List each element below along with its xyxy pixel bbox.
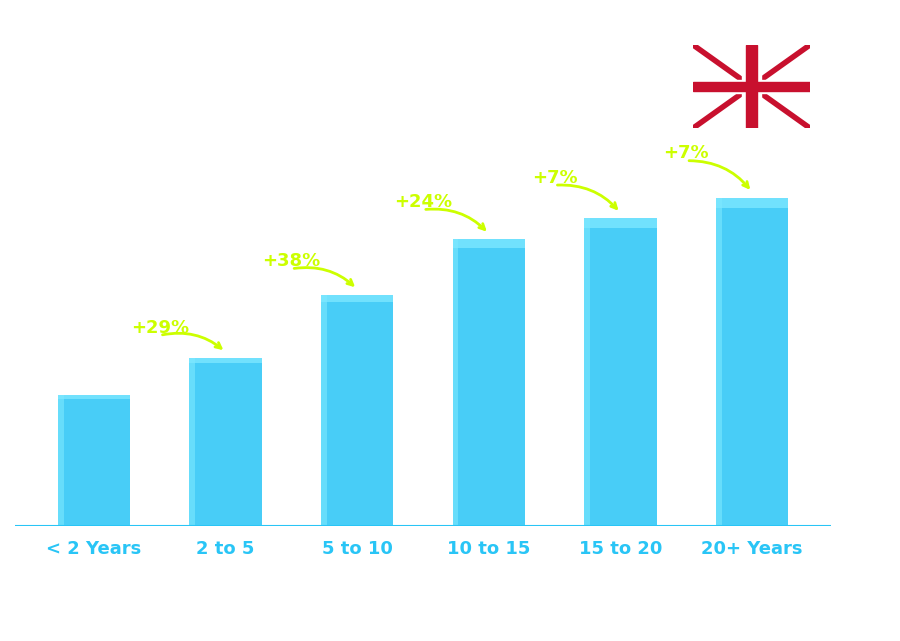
Bar: [58, 395, 64, 526]
Text: 56,700 GBP: 56,700 GBP: [55, 376, 133, 389]
Text: +38%: +38%: [262, 253, 320, 271]
Bar: [584, 219, 590, 526]
Text: 72,800 GBP: 72,800 GBP: [186, 339, 265, 352]
Text: 142,000 GBP: 142,000 GBP: [709, 179, 796, 192]
Bar: [716, 197, 788, 208]
Bar: [453, 239, 458, 526]
Text: explorer.com: explorer.com: [431, 561, 539, 579]
Text: Salary Comparison By Experience: Salary Comparison By Experience: [40, 108, 616, 137]
Text: salaryexplorer.com: salaryexplorer.com: [344, 561, 502, 579]
Text: salary: salary: [341, 561, 399, 579]
Text: +29%: +29%: [130, 319, 189, 337]
Text: Average Yearly Salary: Average Yearly Salary: [848, 272, 860, 409]
Bar: [189, 358, 262, 363]
Bar: [321, 295, 393, 302]
Bar: [321, 295, 327, 526]
Bar: [189, 358, 262, 526]
Bar: [584, 219, 657, 228]
Bar: [453, 239, 525, 526]
Bar: [693, 80, 810, 93]
Bar: [453, 239, 525, 248]
Text: 133,000 GBP: 133,000 GBP: [577, 200, 663, 213]
Bar: [716, 197, 722, 526]
Text: +7%: +7%: [663, 144, 709, 162]
Bar: [58, 395, 130, 399]
Text: 124,000 GBP: 124,000 GBP: [446, 221, 532, 234]
Text: 100,000 GBP: 100,000 GBP: [314, 276, 400, 289]
Text: +24%: +24%: [394, 194, 452, 212]
Text: Marketing Communications Executive: Marketing Communications Executive: [40, 134, 433, 154]
Bar: [584, 219, 657, 526]
Bar: [189, 358, 195, 526]
Bar: [742, 45, 760, 128]
Text: +7%: +7%: [532, 169, 578, 187]
Bar: [321, 295, 393, 526]
Bar: [716, 197, 788, 526]
Bar: [58, 395, 130, 526]
Bar: [745, 45, 758, 128]
Bar: [693, 83, 810, 90]
